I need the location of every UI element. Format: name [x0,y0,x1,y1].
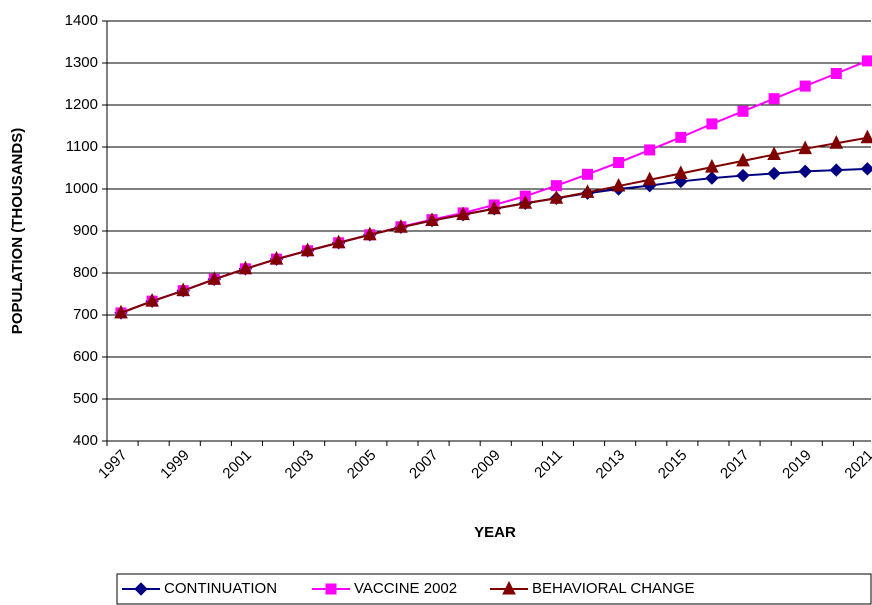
data-point [737,105,749,117]
y-tick-label: 500 [73,390,98,407]
y-tick-label: 800 [73,264,98,281]
data-point [269,251,284,265]
data-point [550,180,562,192]
y-tick-label: 1300 [65,54,98,71]
data-point [331,234,346,249]
data-point [456,206,470,221]
x-tick-label: 2003 [282,447,318,483]
data-point [736,168,750,183]
legend-marker [134,582,148,596]
data-point [830,68,842,79]
data-point [362,226,377,241]
data-point [768,93,780,105]
data-point [767,166,781,181]
x-tick-label: 2019 [779,447,815,483]
data-point [613,157,625,169]
data-point [394,219,408,233]
data-point [238,260,253,275]
legend-marker [502,580,516,595]
x-tick-label: 2021 [841,447,872,483]
data-point [580,184,595,198]
x-tick-label: 2005 [344,447,380,483]
data-point [767,146,781,161]
y-axis-title: POPULATION (THOUSANDS) [9,128,26,334]
x-tick-label: 2007 [406,447,442,483]
data-point [705,171,719,185]
data-point [644,144,656,156]
x-axis-title: YEAR [474,524,516,541]
data-point [145,293,159,307]
legend-label: BEHAVIORAL CHANGE [532,580,695,597]
data-point [549,190,564,204]
data-point [176,282,191,297]
y-tick-label: 400 [73,432,98,449]
x-tick-label: 2009 [468,447,504,483]
data-point [860,129,872,144]
y-tick-label: 1000 [65,180,98,197]
data-point [861,55,872,67]
data-point [860,162,872,176]
data-point [487,200,502,215]
y-tick-label: 900 [73,222,98,239]
y-tick-label: 1400 [65,12,98,29]
y-tick-label: 700 [73,306,98,323]
data-point [829,163,844,177]
x-tick-label: 2001 [219,447,255,483]
legend-label: CONTINUATION [164,580,277,597]
data-point [705,159,719,173]
x-tick-label: 2011 [531,447,566,482]
data-point [799,80,811,92]
data-point [798,164,812,179]
x-tick-label: 1999 [157,447,193,483]
data-point [673,165,688,179]
series-line [120,167,868,314]
data-point [736,152,750,167]
data-point [829,135,844,149]
data-point [518,195,533,209]
series-line [120,59,868,314]
x-tick-label: 2013 [593,447,629,483]
data-point [642,171,657,186]
x-tick-label: 2017 [717,447,753,483]
x-tick-label: 2015 [655,447,691,483]
series-line [120,136,868,314]
x-tick-label: 1997 [95,447,131,483]
data-point [611,177,626,192]
data-point [798,140,813,155]
data-point [425,212,439,226]
data-point [114,304,128,319]
legend-marker [325,583,337,595]
data-point [581,168,593,180]
data-point [706,118,718,130]
y-tick-label: 1100 [66,138,98,155]
legend-label: VACCINE 2002 [354,580,457,597]
data-point [300,242,315,257]
data-point [207,271,222,285]
data-point [675,131,687,143]
y-tick-label: 600 [73,348,98,365]
y-tick-label: 1200 [65,96,98,113]
